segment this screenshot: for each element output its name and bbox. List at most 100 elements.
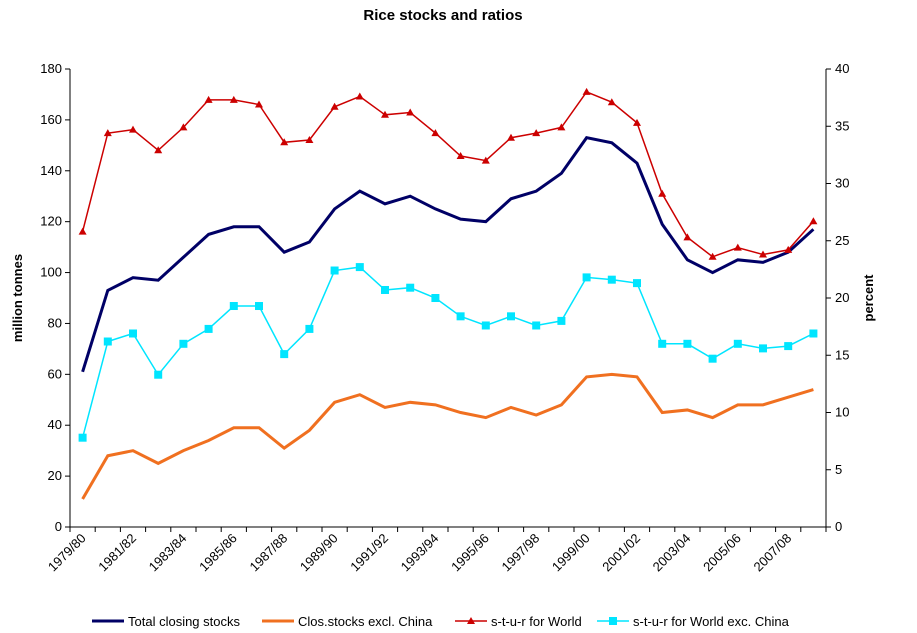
- marker: [809, 217, 818, 225]
- marker: [532, 129, 541, 137]
- marker: [708, 354, 717, 363]
- y-tick-label: 180: [40, 61, 62, 76]
- marker: [582, 87, 591, 95]
- x-tick-label: 1989/90: [297, 531, 341, 575]
- marker: [481, 156, 490, 164]
- marker: [557, 123, 566, 131]
- marker: [784, 342, 793, 351]
- marker: [129, 125, 137, 133]
- x-tick-label: 1987/88: [246, 531, 290, 575]
- y2-tick-label: 5: [835, 462, 842, 477]
- marker: [406, 283, 415, 292]
- marker: [431, 294, 440, 302]
- y2-tick-label: 40: [835, 61, 849, 76]
- x-tick-label: 1993/94: [398, 531, 442, 575]
- x-tick-label: 2003/04: [650, 531, 694, 575]
- marker: [280, 138, 289, 146]
- marker: [507, 312, 515, 321]
- legend-label: Clos.stocks excl. China: [298, 614, 433, 629]
- x-tick-label: 2007/08: [750, 531, 794, 575]
- marker: [481, 321, 490, 330]
- marker: [204, 324, 213, 333]
- y2-tick-label: 35: [835, 118, 849, 133]
- marker: [305, 135, 314, 143]
- marker: [607, 98, 616, 106]
- marker: [683, 339, 692, 348]
- x-tick-label: 2005/06: [700, 531, 744, 575]
- marker: [330, 102, 339, 110]
- marker: [229, 95, 238, 103]
- marker: [582, 273, 591, 282]
- y-tick-label: 80: [48, 315, 62, 330]
- marker: [229, 302, 238, 311]
- marker: [708, 252, 717, 260]
- marker: [456, 152, 465, 160]
- marker: [255, 100, 263, 108]
- marker: [305, 324, 314, 333]
- marker: [280, 350, 289, 359]
- marker: [355, 92, 364, 100]
- chart-title: Rice stocks and ratios: [363, 7, 522, 24]
- x-tick-label: 1979/80: [45, 531, 89, 575]
- legend-label: s-t-u-r for World: [491, 614, 582, 629]
- series-line: [81, 372, 814, 500]
- x-tick-label: 1999/00: [549, 531, 593, 575]
- marker: [633, 279, 641, 288]
- x-tick-label: 1997/98: [498, 531, 542, 575]
- y-tick-label: 160: [40, 112, 62, 127]
- marker: [78, 433, 87, 442]
- x-tick-label: 2001/02: [599, 531, 643, 575]
- y-tick-label: 60: [48, 366, 62, 381]
- marker: [733, 339, 742, 348]
- marker: [658, 189, 667, 197]
- marker: [381, 285, 389, 294]
- legend-label: Total closing stocks: [128, 614, 240, 629]
- marker: [759, 250, 767, 258]
- y2-tick-label: 20: [835, 290, 849, 305]
- marker: [784, 245, 793, 253]
- y-tick-label: 100: [40, 265, 62, 280]
- y-tick-label: 20: [48, 468, 62, 483]
- marker: [633, 118, 641, 126]
- marker: [507, 133, 515, 141]
- marker: [406, 108, 415, 116]
- marker: [733, 243, 742, 251]
- marker: [456, 312, 465, 321]
- marker: [103, 337, 112, 346]
- marker: [355, 263, 364, 272]
- marker: [330, 266, 339, 275]
- x-tick-label: 1991/92: [347, 531, 391, 575]
- marker: [179, 123, 188, 131]
- marker: [381, 110, 389, 118]
- marker: [103, 129, 112, 137]
- x-tick-label: 1995/96: [448, 531, 492, 575]
- legend-label: s-t-u-r for World exc. China: [633, 614, 790, 629]
- marker: [204, 95, 213, 103]
- marker: [532, 321, 541, 330]
- marker: [658, 339, 667, 348]
- y2-tick-label: 0: [835, 519, 842, 534]
- x-tick-label: 1983/84: [146, 531, 190, 575]
- series-line: [81, 90, 814, 258]
- marker: [759, 344, 767, 353]
- y-tick-label: 0: [55, 519, 62, 534]
- marker: [431, 129, 440, 137]
- y2-tick-label: 30: [835, 176, 849, 191]
- marker: [255, 302, 263, 311]
- series-line: [81, 266, 814, 438]
- y-tick-label: 140: [40, 163, 62, 178]
- marker: [607, 275, 616, 284]
- marker: [809, 329, 818, 338]
- y-axis-label: million tonnes: [10, 254, 25, 342]
- legend-marker: [609, 617, 617, 625]
- y2-tick-label: 15: [835, 347, 849, 362]
- x-tick-label: 1985/86: [196, 531, 240, 575]
- marker: [154, 370, 163, 379]
- y-tick-label: 40: [48, 417, 62, 432]
- marker: [78, 227, 87, 235]
- legend-marker: [467, 617, 475, 624]
- marker: [154, 146, 163, 154]
- y2-tick-label: 10: [835, 405, 849, 420]
- y-tick-label: 120: [40, 214, 62, 229]
